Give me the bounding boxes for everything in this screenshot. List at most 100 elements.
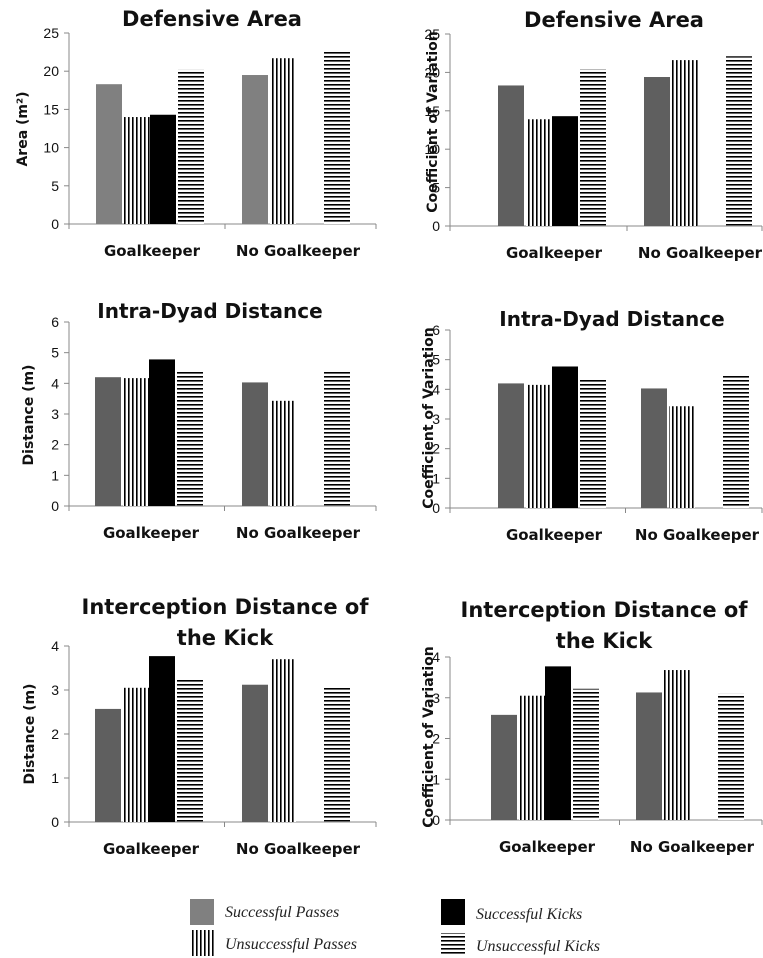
y-tick-label: 0 <box>51 216 59 232</box>
bar-successful-kicks <box>552 366 578 508</box>
bar-unsuccessful-passes <box>672 60 698 226</box>
legend-swatch-successful-kicks <box>441 899 465 925</box>
bar-unsuccessful-passes <box>124 117 150 224</box>
y-tick-label: 1 <box>432 470 440 486</box>
category-label: No Goalkeeper <box>236 524 361 542</box>
y-tick-label: 3 <box>51 406 59 422</box>
y-tick-label: 1 <box>432 771 440 787</box>
category-label: Goalkeeper <box>506 244 603 262</box>
category-label: Goalkeeper <box>104 242 201 260</box>
y-tick-label: 0 <box>432 500 440 516</box>
chart-1: Defensive Area 0 5 10 15 20 25 Area (m²) Goalkee… <box>15 7 377 260</box>
y-tick-label: 2 <box>51 437 59 453</box>
y-tick-label: 4 <box>432 381 440 397</box>
chart-title: Interception Distance of <box>461 598 749 622</box>
bar-successful-passes <box>641 388 667 508</box>
y-tick-label: 3 <box>432 690 440 706</box>
legend-item-successful-passes: Successful Passes <box>190 899 339 925</box>
bar-successful-passes <box>242 684 268 822</box>
bar-unsuccessful-kicks <box>580 69 606 226</box>
category-label: No Goalkeeper <box>630 838 755 856</box>
y-tick-label: 25 <box>424 26 440 42</box>
legend-label-unsuccessful-kicks: Unsuccessful Kicks <box>476 938 600 955</box>
y-axis-label: Coefficient of Variation <box>421 327 437 508</box>
y-axis-label: Area (m²) <box>15 91 31 166</box>
legend: Successful Passes Successful Kicks Unsuc… <box>190 899 600 956</box>
y-tick-label: 0 <box>432 812 440 828</box>
chart-title: Interception Distance of <box>82 595 370 619</box>
y-tick-label: 10 <box>43 140 59 156</box>
category-label: No Goalkeeper <box>635 526 760 544</box>
y-tick-label: 5 <box>51 345 59 361</box>
chart-title: Intra-Dyad Distance <box>97 299 322 323</box>
bar-unsuccessful-kicks <box>718 693 744 820</box>
legend-item-unsuccessful-kicks: Unsuccessful Kicks <box>441 933 600 955</box>
category-label: Goalkeeper <box>506 526 603 544</box>
y-tick-label: 1 <box>51 467 59 483</box>
bar-unsuccessful-passes <box>270 659 296 822</box>
bar-successful-kicks <box>150 114 176 224</box>
category-label: No Goalkeeper <box>236 840 361 858</box>
bar-unsuccessful-kicks <box>573 688 599 820</box>
y-tick-label: 0 <box>432 218 440 234</box>
bar-unsuccessful-kicks <box>177 679 203 822</box>
y-tick-label: 15 <box>43 101 59 117</box>
bar-unsuccessful-kicks <box>324 687 350 822</box>
bar-unsuccessful-passes <box>123 687 149 822</box>
category-label: Goalkeeper <box>499 838 596 856</box>
bar-unsuccessful-passes <box>270 58 296 224</box>
chart-title: Intra-Dyad Distance <box>499 307 724 331</box>
legend-label-successful-kicks: Successful Kicks <box>476 906 582 923</box>
bar-successful-kicks <box>545 666 571 820</box>
legend-label-unsuccessful-passes: Unsuccessful Passes <box>225 936 357 953</box>
bar-successful-passes <box>644 77 670 227</box>
bar-successful-passes <box>242 382 268 506</box>
chart-title: Defensive Area <box>122 7 302 31</box>
y-axis-label: Coefficient of Variation <box>421 646 437 827</box>
y-tick-label: 0 <box>51 498 59 514</box>
y-tick-label: 4 <box>432 649 440 665</box>
y-tick-label: 6 <box>51 314 59 330</box>
bar-unsuccessful-kicks <box>723 375 749 508</box>
y-tick-label: 3 <box>51 682 59 698</box>
chart-5: Interception Distance of the Kick 0 1 2 3 4 Dis… <box>22 595 377 858</box>
y-axis-label: Coefficient of Variation <box>425 31 441 212</box>
y-tick-label: 4 <box>51 638 59 654</box>
bar-successful-passes <box>491 714 517 820</box>
bar-successful-passes <box>96 84 122 224</box>
y-tick-label: 5 <box>432 352 440 368</box>
legend-item-unsuccessful-passes: Unsuccessful Passes <box>190 930 357 956</box>
y-tick-label: 5 <box>51 178 59 194</box>
legend-item-successful-kicks: Successful Kicks <box>441 899 582 925</box>
category-label: No Goalkeeper <box>638 244 763 262</box>
y-tick-label: 0 <box>51 814 59 830</box>
y-tick-label: 20 <box>43 63 59 79</box>
bar-successful-kicks <box>149 656 175 822</box>
bar-unsuccessful-passes <box>270 400 296 506</box>
bar-unsuccessful-kicks <box>324 51 350 224</box>
y-tick-label: 2 <box>432 441 440 457</box>
chart-3: Intra-Dyad Distance 0 1 2 3 4 5 6 Distance (m) Go… <box>21 299 377 542</box>
bar-unsuccessful-passes <box>526 384 552 508</box>
y-tick-label: 1 <box>51 770 59 786</box>
chart-6: Interception Distance of the Kick 0 1 2 3 4Coe… <box>421 598 763 856</box>
y-tick-label: 25 <box>43 25 59 41</box>
y-tick-label: 20 <box>424 64 440 80</box>
bar-successful-kicks <box>149 359 175 506</box>
category-label: Goalkeeper <box>103 524 200 542</box>
legend-label-successful-passes: Successful Passes <box>225 904 339 921</box>
chart-title: Defensive Area <box>524 8 704 32</box>
y-tick-label: 5 <box>432 180 440 196</box>
bar-successful-kicks <box>552 116 578 226</box>
y-axis-label: Distance (m) <box>21 365 37 466</box>
legend-swatch-unsuccessful-kicks <box>441 933 465 955</box>
bar-unsuccessful-passes <box>664 670 690 820</box>
bar-unsuccessful-passes <box>669 406 695 508</box>
bar-successful-passes <box>636 692 662 820</box>
bar-successful-passes <box>242 75 268 225</box>
bar-unsuccessful-kicks <box>177 371 203 506</box>
y-tick-label: 4 <box>51 375 59 391</box>
